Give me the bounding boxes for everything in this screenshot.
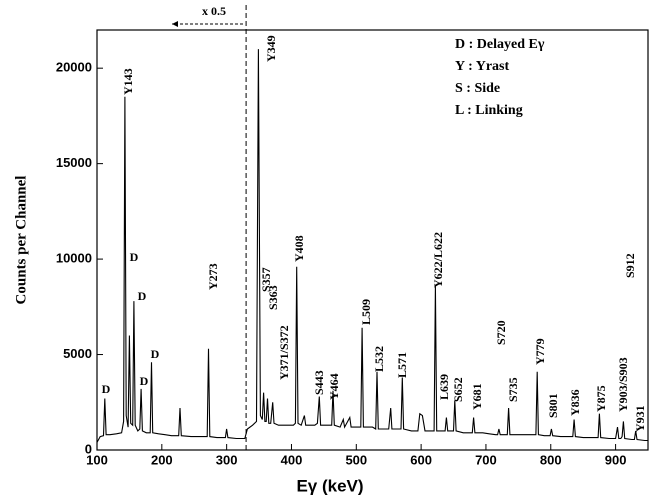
peak-label: S735 <box>506 377 520 402</box>
peak-label: Y681 <box>470 383 484 410</box>
y-tick-label: 15000 <box>56 155 92 170</box>
peak-label: Y349 <box>264 35 278 62</box>
scale-arrow-head <box>172 21 178 27</box>
peak-label: S443 <box>312 370 326 395</box>
peak-label: L532 <box>372 346 386 372</box>
peak-label: Y836 <box>568 389 582 416</box>
peak-label: Y622/L622 <box>431 232 445 288</box>
peak-label: Y464 <box>327 373 341 400</box>
peak-label: Y273 <box>206 263 220 290</box>
peak-label: L571 <box>395 352 409 378</box>
y-tick-label: 0 <box>85 441 92 456</box>
x-tick-label: 500 <box>345 452 367 467</box>
peak-label: Y903/S903 <box>616 357 630 412</box>
legend-text: S : Side <box>455 81 500 96</box>
peak-label: D <box>151 347 160 361</box>
peak-label: Y931 <box>633 405 647 432</box>
x-tick-label: 400 <box>281 452 303 467</box>
peak-label: S363 <box>266 285 280 310</box>
x-tick-label: 100 <box>86 452 108 467</box>
y-tick-label: 10000 <box>56 251 92 266</box>
legend-text: L : Linking <box>455 103 523 118</box>
peak-label: Y143 <box>121 68 135 95</box>
peak-label: Y875 <box>594 385 608 412</box>
x-tick-label: 200 <box>151 452 173 467</box>
spectrum-line <box>96 49 648 443</box>
peak-label: Y371/S372 <box>277 325 291 380</box>
scale-note: x 0.5 <box>202 4 226 18</box>
peak-label: Y779 <box>533 338 547 365</box>
x-tick-label: 900 <box>605 452 627 467</box>
x-tick-label: 800 <box>540 452 562 467</box>
y-axis-label: Counts per Channel <box>13 176 29 305</box>
peak-label: L639 <box>437 374 451 400</box>
peak-label: D <box>140 374 149 388</box>
x-axis-label: Eγ (keV) <box>296 476 363 495</box>
legend-text: D : Delayed Eγ <box>455 37 545 52</box>
peak-label: D <box>138 289 147 303</box>
peak-label: S912 <box>623 253 637 278</box>
peak-label: D <box>130 250 139 264</box>
plot-frame <box>96 29 649 451</box>
peak-label: S652 <box>451 377 465 402</box>
peak-label: S801 <box>546 393 560 418</box>
x-tick-label: 600 <box>410 452 432 467</box>
legend-text: Y : Yrast <box>455 59 510 74</box>
peak-label: L509 <box>359 299 373 325</box>
x-tick-label: 300 <box>216 452 238 467</box>
peak-label: Y408 <box>292 235 306 262</box>
peak-label: D <box>102 382 111 396</box>
y-tick-label: 5000 <box>63 346 92 361</box>
peak-label: S357 <box>259 267 273 292</box>
y-tick-label: 20000 <box>56 60 92 75</box>
x-tick-label: 700 <box>475 452 497 467</box>
peak-label: S720 <box>494 320 508 345</box>
